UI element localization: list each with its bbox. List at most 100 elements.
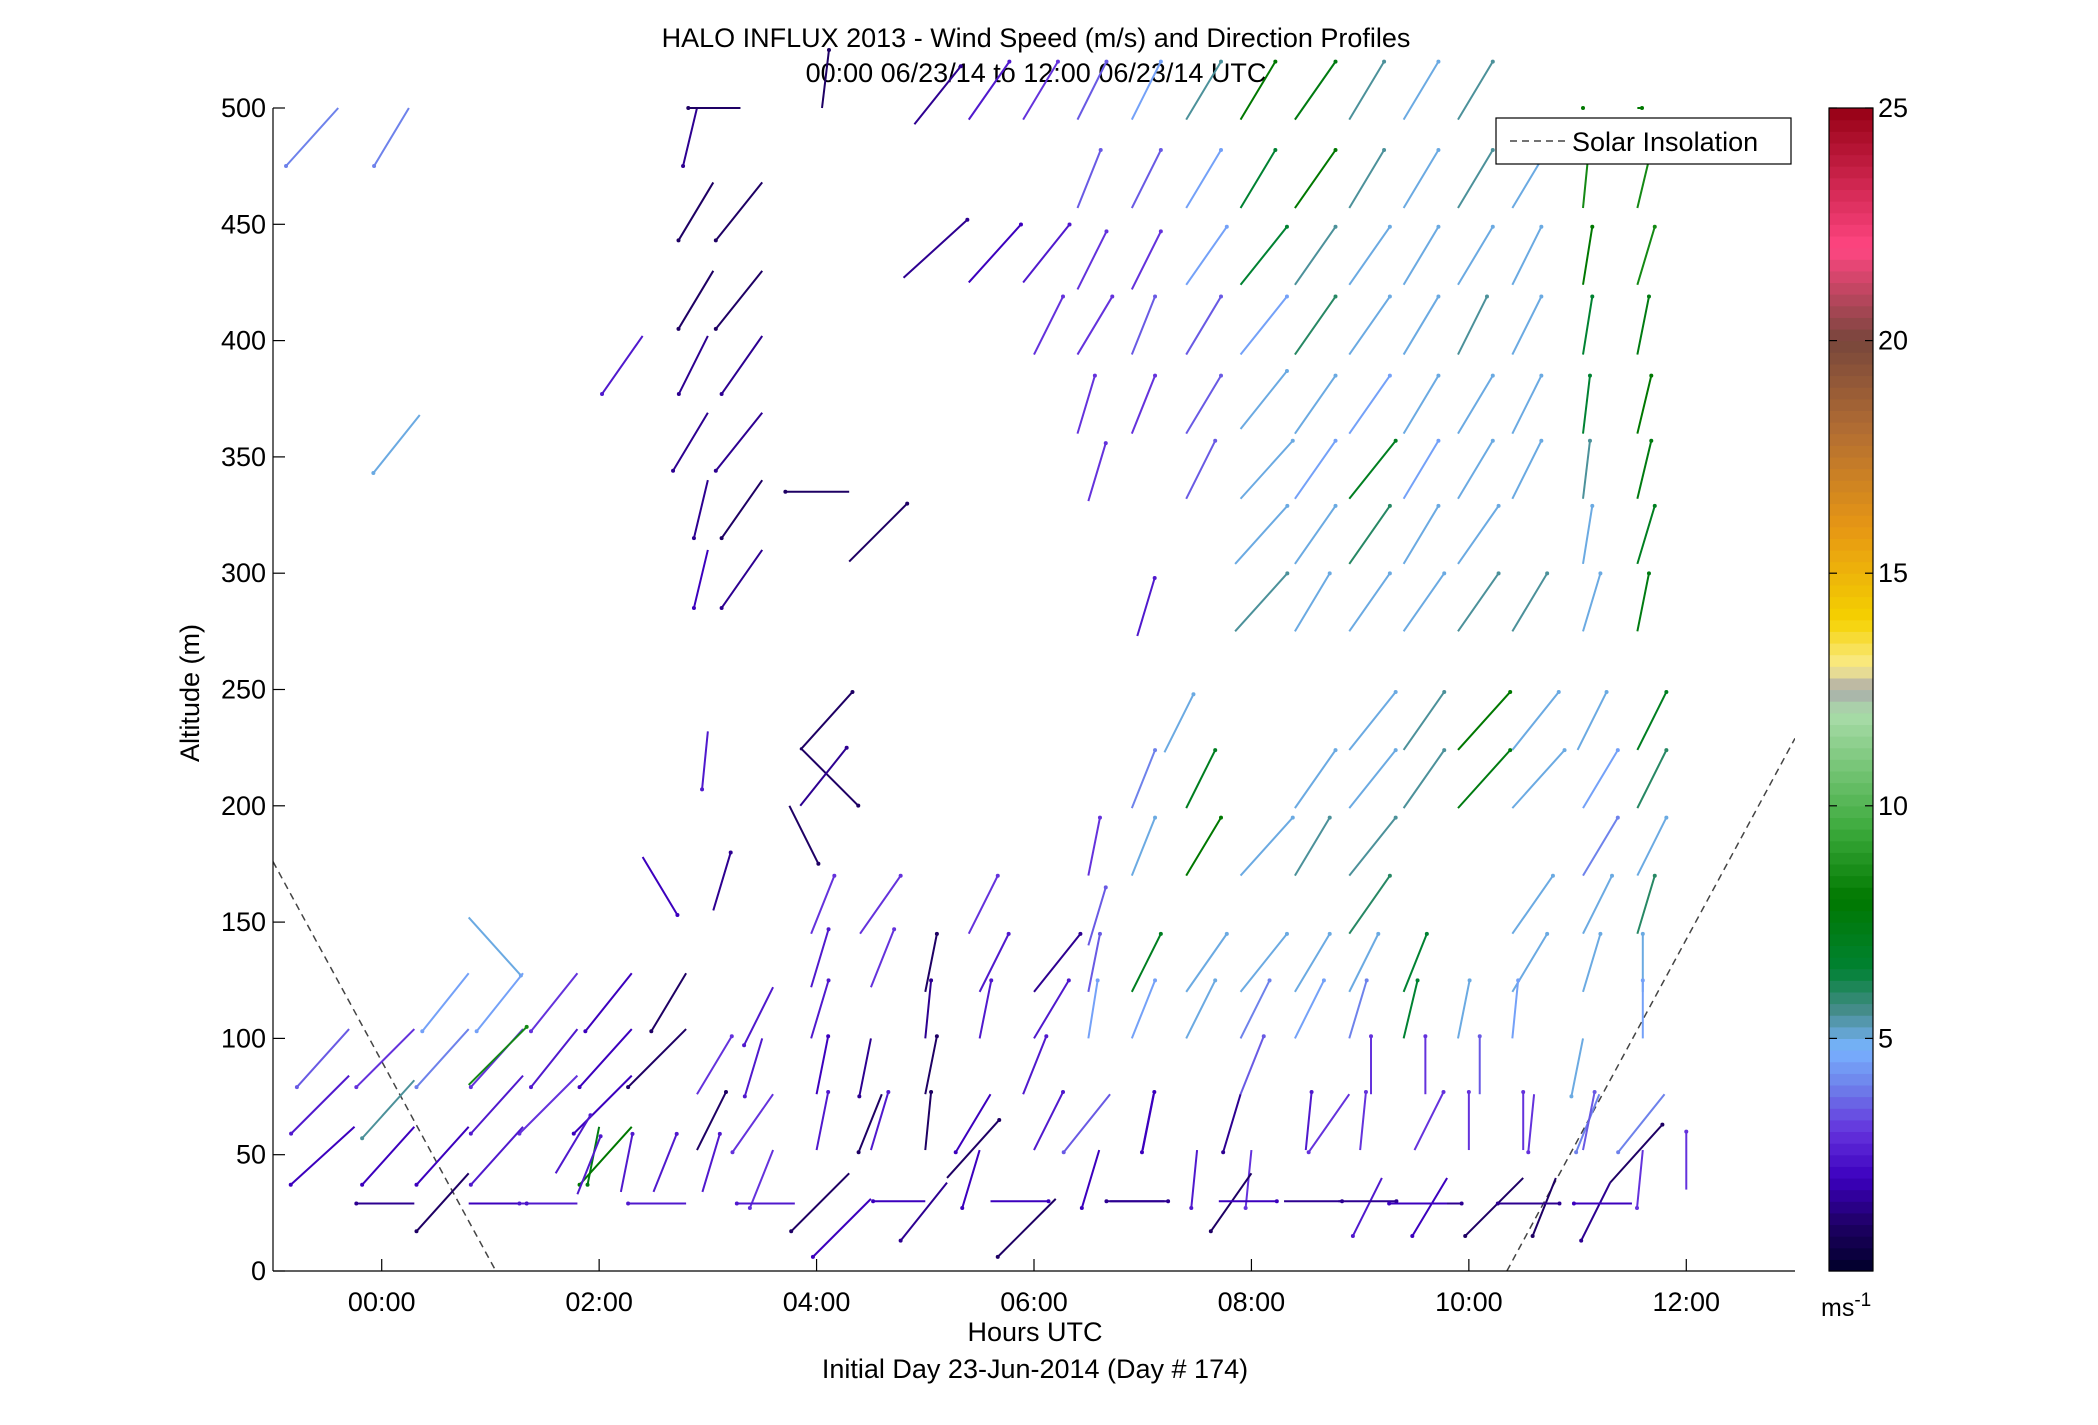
x-tick-label: 06:00 [1000,1287,1068,1317]
wind-vector [1234,572,1289,633]
wind-vector-head [1158,229,1163,234]
wind-vector-head [1098,148,1103,153]
wind-vector-head [1640,931,1645,936]
wind-vector [290,1126,356,1186]
colorbar-segment [1829,980,1873,993]
wind-vector-head [742,1043,747,1048]
colorbar-segment [1829,340,1873,353]
wind-vector [1617,1093,1666,1153]
colorbar-segment [1829,852,1873,865]
wind-vector [799,747,848,807]
colorbar-segment [1829,1189,1873,1202]
colorbar-segment [1829,712,1873,725]
wind-vector-head [1284,368,1289,373]
wind-vector-head [1333,148,1338,153]
wind-vector-head [1219,148,1223,153]
wind-vector [899,1181,948,1242]
wind-vector [290,1074,350,1135]
wind-vector [1402,296,1440,356]
colorbar-frame [1828,107,1874,1272]
wind-vector [968,223,1022,284]
wind-vector-head [1604,689,1609,694]
wind-vector [696,1091,727,1151]
wind-vector-head [905,501,910,506]
wind-vector [720,549,764,609]
wind-vector [361,1079,416,1139]
wind-vector-head [1224,931,1229,936]
plot-background [273,108,1795,1271]
wind-vector-head [1598,931,1603,936]
wind-vector [810,980,830,1039]
wind-vector [1185,440,1217,500]
wind-vector-head [1545,931,1550,936]
colorbar-segment [1829,794,1873,807]
wind-vector-head [1267,978,1272,983]
wind-vector-head [989,978,994,983]
wind-vector-head [1067,222,1072,227]
wind-vector-head [284,164,289,168]
wind-vector-head [1530,1233,1535,1238]
wind-vector [467,1026,528,1086]
wind-vector [601,335,644,395]
wind-vector [1351,1177,1383,1237]
wind-vector [997,1198,1057,1258]
wind-vector-head [1097,931,1102,936]
colorbar-segment [1829,526,1873,539]
colorbar-segment [1829,1166,1873,1179]
wind-vector [799,746,859,807]
wind-vector [1210,1172,1253,1232]
wind-vector [1294,149,1337,209]
wind-vector-head [600,391,605,396]
colorbar-segment [1829,305,1873,318]
wind-vector [967,61,1011,121]
colorbar-segment [1829,1212,1873,1226]
wind-vector [821,49,830,109]
plot-area [273,108,1795,1271]
wind-vector [1087,442,1107,502]
wind-vector [1464,1177,1524,1237]
wind-vector-head [671,468,676,473]
wind-vector-head [826,48,831,52]
wind-vector [790,1172,850,1233]
wind-vector [810,928,830,988]
wind-vector-head [1243,1206,1248,1211]
wind-vector-head [1571,1201,1576,1206]
wind-vector [1294,817,1331,877]
wind-vector [1511,875,1554,935]
wind-vector-head [1219,373,1223,378]
wind-vector-head [288,1182,293,1187]
wind-vector [1294,933,1331,993]
axes: 00:00 02:00 04:00 06:00 08:00 10:00 12:00 0 50 10… [221,93,1795,1317]
wind-vector [578,1028,633,1088]
wind-vector [924,1036,938,1095]
wind-vector-head [1592,1090,1597,1095]
colorbar-unit: ms-1 [1821,1290,1871,1322]
wind-vector-head [1166,1199,1171,1204]
x-tick-label: 08:00 [1218,1287,1286,1317]
colorbar-tick-label: 25 [1878,93,1908,123]
wind-vector [1087,980,1099,1039]
wind-vector [1294,505,1337,565]
x-tick-label: 04:00 [783,1287,851,1317]
wind-vector-head [934,931,939,936]
wind-vector-head [1579,1238,1584,1243]
colorbar-segment [1829,1259,1873,1272]
wind-vector-head [934,1034,939,1039]
colorbar-segment [1829,189,1873,202]
wind-vector [355,1028,416,1088]
colorbar-tick-label: 20 [1878,326,1908,356]
wind-vector-head [294,1085,299,1090]
colorbar-segment [1829,480,1873,493]
wind-vector [578,1126,633,1186]
wind-vector-head [1590,503,1595,508]
wind-vector-head [1273,148,1278,153]
wind-vector-head [1664,815,1669,820]
wind-vector-head [1393,815,1398,820]
wind-vector [701,1133,721,1193]
colorbar: 5 10 15 20 25 ms-1 [1821,93,1908,1322]
wind-vector-head [960,1206,965,1211]
wind-vector-head [1139,1150,1144,1155]
wind-vector-head [372,164,377,168]
colorbar-segment [1829,608,1873,621]
